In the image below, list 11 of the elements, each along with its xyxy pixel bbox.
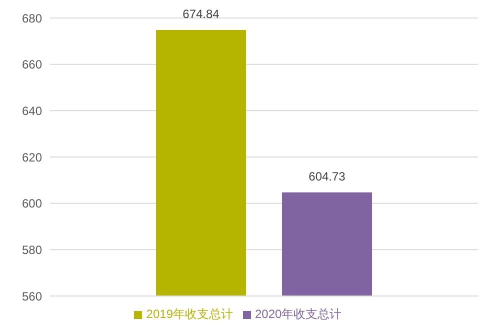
data-label: 604.73 (308, 169, 346, 184)
y-tick-label: 620 (22, 150, 42, 164)
y-tick-label: 640 (22, 104, 42, 118)
y-tick-label: 580 (22, 242, 42, 257)
y-tick-label: 680 (22, 11, 42, 26)
y-tick-label: 560 (22, 289, 42, 304)
y-tick-label: 600 (22, 196, 42, 211)
data-label: 674.84 (182, 6, 220, 21)
legend-label: 2020年收支总计 (255, 307, 342, 321)
y-tick-label: 660 (22, 58, 42, 72)
legend-label: 2019年收支总计 (146, 307, 233, 321)
